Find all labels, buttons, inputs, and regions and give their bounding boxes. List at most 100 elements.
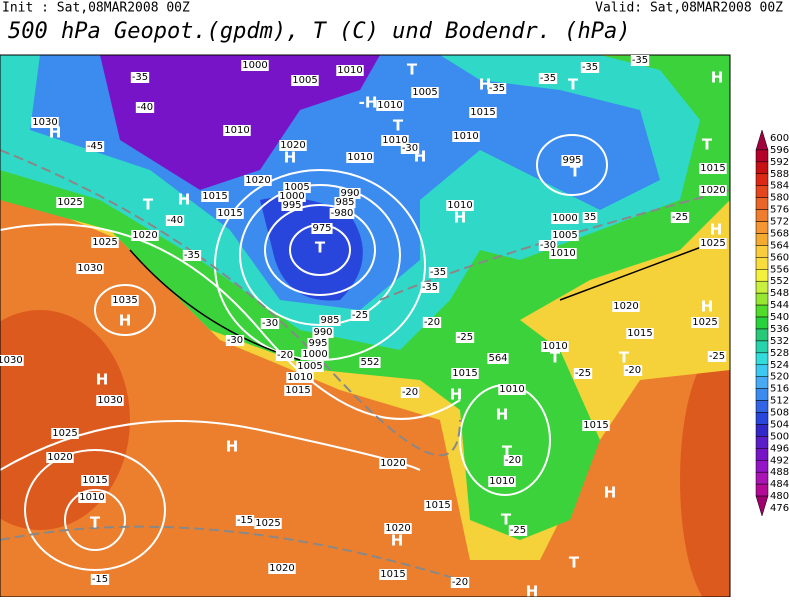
- label-box: [291, 75, 319, 86]
- contour-label: -35: [632, 55, 648, 66]
- colorbar-label: 552: [770, 276, 789, 287]
- pressure-center: -H: [359, 94, 378, 112]
- label-box: [551, 213, 579, 224]
- label-box: [312, 327, 334, 338]
- label-box: [46, 452, 74, 463]
- contour-label: 1025: [692, 317, 717, 328]
- contour-label: -35: [422, 282, 438, 293]
- contour-label: -30: [402, 143, 418, 154]
- colorbar-swatch: [755, 185, 769, 198]
- colorbar-swatch: [755, 388, 769, 401]
- contour-label: 1005: [292, 75, 317, 86]
- label-box: [96, 395, 124, 406]
- label-box: [319, 315, 341, 326]
- label-box: [278, 191, 306, 202]
- colorbar-tip: [755, 129, 769, 151]
- label-box: [379, 569, 407, 580]
- contour-label: 1010: [79, 492, 104, 503]
- colorbar-swatch: [755, 316, 769, 330]
- colorbar-swatch: [755, 436, 769, 449]
- label-box: [307, 338, 329, 349]
- contour-label: -35: [430, 267, 446, 278]
- contour-label: -25: [352, 310, 368, 321]
- label-box: [580, 62, 600, 73]
- pressure-center: T: [90, 514, 101, 532]
- colorbar-swatch: [755, 364, 769, 377]
- contour-label: 1015: [380, 569, 405, 580]
- pressure-center: H: [414, 148, 427, 166]
- label-box: [670, 212, 690, 223]
- colorbar-swatch: [755, 173, 769, 186]
- colorbar-label: 592: [770, 157, 789, 168]
- label-box: [699, 163, 727, 174]
- contour-label: 1035: [112, 295, 137, 306]
- label-box: [296, 361, 324, 372]
- label-box: [131, 230, 159, 241]
- colorbar-label: 524: [770, 360, 789, 371]
- colorbar-swatch: [755, 233, 769, 246]
- label-box: [91, 237, 119, 248]
- colorbar-swatch: [755, 197, 769, 210]
- contour-label: -30: [227, 335, 243, 346]
- label-box: [279, 140, 307, 151]
- contour-label: 1020: [132, 230, 157, 241]
- label-box: [111, 295, 139, 306]
- label-box: [130, 72, 150, 83]
- label-box: [90, 574, 110, 585]
- colorbar-swatch: [755, 257, 769, 270]
- contour-label: 1015: [627, 328, 652, 339]
- label-box: [216, 208, 244, 219]
- colorbar-label: 568: [770, 228, 789, 239]
- contour-label: 1010: [453, 131, 478, 142]
- label-box: [549, 248, 577, 259]
- label-box: [422, 317, 442, 328]
- contour-label: 1025: [57, 197, 82, 208]
- contour-label: -35: [540, 73, 556, 84]
- colorbar-label: 484: [770, 479, 789, 490]
- contour-label: 1015: [82, 475, 107, 486]
- label-box: [630, 55, 650, 66]
- colorbar-swatch: [755, 352, 769, 366]
- colorbar-swatch: [755, 376, 769, 389]
- label-box: [334, 197, 356, 208]
- pressure-center: T: [501, 511, 512, 529]
- contour-label: 985: [320, 315, 339, 326]
- colorbar-swatch: [755, 161, 769, 175]
- contour-label: 995: [562, 155, 581, 166]
- colorbar-label: 496: [770, 443, 789, 454]
- colorbar-swatch: [755, 412, 769, 425]
- label-box: [707, 351, 727, 362]
- label-box: [538, 240, 558, 251]
- contour-label: 1015: [425, 500, 450, 511]
- label-box: [329, 208, 355, 219]
- label-box: [446, 200, 474, 211]
- pressure-center: T: [619, 349, 630, 367]
- colorbar-label: 504: [770, 419, 789, 430]
- contour-label: 1005: [412, 87, 437, 98]
- label-box: [0, 355, 24, 366]
- colorbar-label: 492: [770, 455, 789, 466]
- contour-label: 1015: [217, 208, 242, 219]
- contour-label: 1020: [380, 458, 405, 469]
- contour-label: 995: [308, 338, 327, 349]
- contour-label: 1030: [97, 395, 122, 406]
- label-box: [455, 332, 475, 343]
- contour-label: 985: [335, 197, 354, 208]
- label-box: [225, 335, 245, 346]
- contour-label: 1000: [279, 191, 304, 202]
- pressure-center: T: [569, 554, 580, 572]
- contour-label: 1010: [447, 200, 472, 211]
- label-box: [275, 350, 295, 361]
- contour-label: -30: [540, 240, 556, 251]
- pressure-center: H: [526, 583, 539, 598]
- colorbar-label: 516: [770, 384, 789, 395]
- contour-label: 1015: [700, 163, 725, 174]
- contour-label: 1010: [499, 384, 524, 395]
- pressure-center: H: [96, 371, 109, 389]
- colorbar-swatch: [755, 471, 769, 485]
- contour-label: 1015: [470, 107, 495, 118]
- colorbar-label: 500: [770, 431, 789, 442]
- colorbar-swatch: [755, 448, 769, 461]
- label-box: [281, 200, 303, 211]
- label-box: [85, 141, 105, 152]
